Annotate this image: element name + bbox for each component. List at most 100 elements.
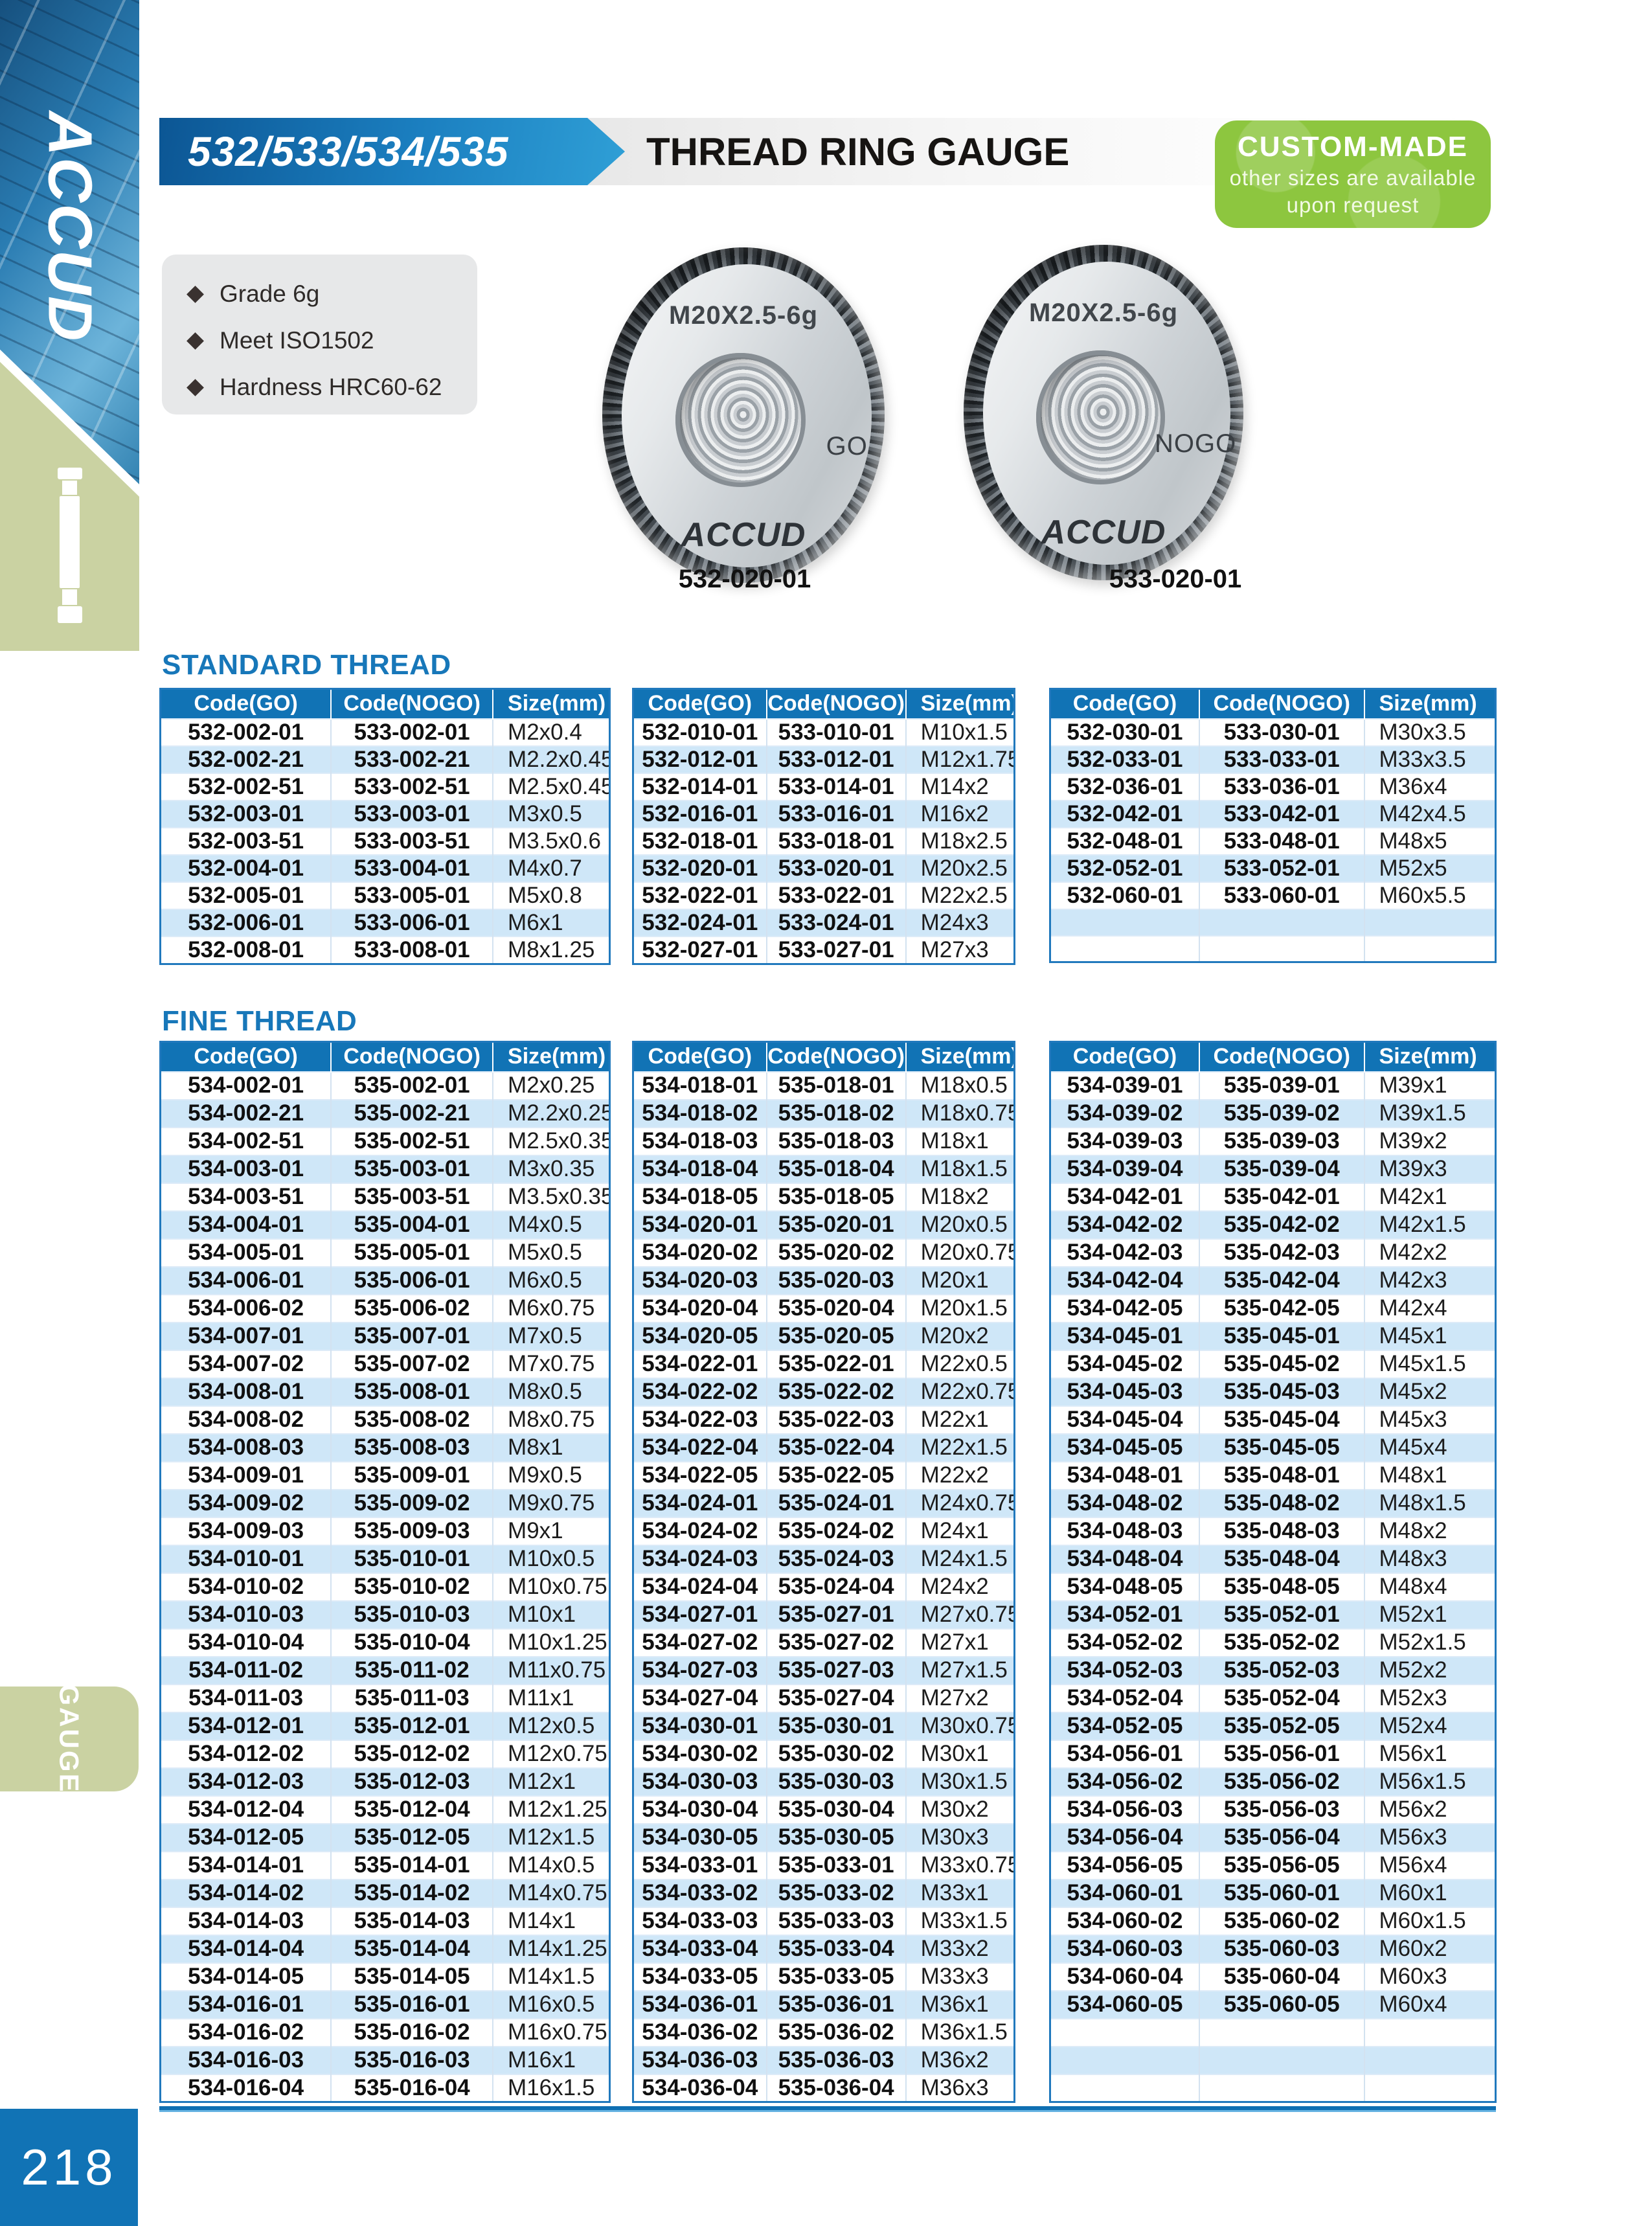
table-row: 532-052-01 533-052-01 M52x5	[1050, 854, 1496, 882]
table-row: 534-045-01 535-045-01 M45x1	[1050, 1321, 1496, 1350]
table-cell: 534-042-04	[1050, 1266, 1199, 1295]
table-row	[1050, 2073, 1496, 2102]
table-row: 532-003-01 533-003-01 M3x0.5	[160, 799, 610, 828]
table-cell: 533-052-01	[1198, 854, 1364, 882]
table-cell: 534-048-03	[1050, 1516, 1199, 1545]
table-cell: 534-014-04	[160, 1934, 332, 1963]
table-row: 534-020-01 535-020-01 M20x0.5	[633, 1210, 1015, 1239]
table-cell: M24x1.5	[905, 1544, 1015, 1573]
table-cell: 535-020-01	[765, 1210, 906, 1239]
threaded-bore	[675, 353, 806, 488]
table-cell: 534-020-01	[633, 1210, 767, 1239]
table-cell: 535-009-01	[330, 1460, 493, 1490]
table-cell: 535-042-05	[1198, 1293, 1364, 1323]
table-row: 534-002-21 535-002-21 M2.2x0.25	[160, 1098, 610, 1128]
table-cell: 535-022-01	[765, 1349, 906, 1378]
fine-thread-table-3: Code(GO) Code(NOGO) Size(mm) 534-039-01 535-…	[1049, 1041, 1497, 2103]
diamond-bullet-icon	[187, 332, 204, 350]
table-cell: M45x2	[1363, 1377, 1496, 1406]
table-cell: 535-002-01	[330, 1071, 493, 1100]
table-cell: 535-056-04	[1198, 1823, 1364, 1852]
table-cell: 535-020-03	[765, 1266, 906, 1295]
table-row: 534-022-04 535-022-04 M22x1.5	[633, 1433, 1015, 1462]
table-cell: M6x1	[492, 908, 610, 937]
table-cell: M10x0.75	[492, 1572, 610, 1601]
column-header: Code(GO)	[160, 688, 332, 719]
table-cell: 535-011-02	[330, 1655, 493, 1685]
table-row: 532-018-01 533-018-01 M18x2.5	[633, 826, 1015, 855]
table-cell: M18x0.75	[905, 1098, 1015, 1128]
table-cell: M36x1	[905, 1990, 1015, 2019]
table-row: 534-042-02 535-042-02 M42x1.5	[1050, 1210, 1496, 1239]
table-cell: M12x0.5	[492, 1711, 610, 1740]
table-row: 532-005-01 533-005-01 M5x0.8	[160, 881, 610, 909]
table-cell: 534-010-04	[160, 1628, 332, 1657]
table-cell: 534-010-01	[160, 1544, 332, 1573]
table-cell: M52x1.5	[1363, 1628, 1496, 1657]
table-cell: 535-045-05	[1198, 1433, 1364, 1462]
table-cell: 535-042-04	[1198, 1266, 1364, 1295]
table-cell: 535-024-04	[765, 1572, 906, 1601]
table-cell: M42x4	[1363, 1293, 1496, 1323]
threaded-bore	[1036, 350, 1166, 485]
table-cell: M10x1.5	[905, 718, 1015, 746]
table-cell: M33x2	[905, 1934, 1015, 1963]
table-cell: 533-036-01	[1198, 772, 1364, 801]
table-cell: 533-022-01	[765, 881, 906, 909]
table-cell: M14x2	[905, 772, 1015, 801]
side-tab-label: GAUGE	[54, 1684, 85, 1794]
table-cell: 535-012-03	[330, 1767, 493, 1796]
table-cell: 534-016-01	[160, 1990, 332, 2019]
table-cell: 534-004-01	[160, 1210, 332, 1239]
table-cell	[1363, 2073, 1496, 2102]
table-cell	[1363, 908, 1496, 936]
table-cell: M2x0.25	[492, 1071, 610, 1100]
table-cell: 535-060-04	[1198, 1962, 1364, 1991]
table-cell: 534-012-03	[160, 1767, 332, 1796]
table-cell: M48x2	[1363, 1516, 1496, 1545]
table-row: 534-018-02 535-018-02 M18x0.75	[633, 1098, 1015, 1128]
table-cell: M24x0.75	[905, 1488, 1015, 1517]
table-cell: 535-030-04	[765, 1795, 906, 1824]
table-cell: M9x1	[492, 1516, 610, 1545]
table-cell: 534-052-04	[1050, 1683, 1199, 1712]
table-cell: 535-045-04	[1198, 1405, 1364, 1434]
table-cell: 534-024-04	[633, 1572, 767, 1601]
table-row: 534-048-02 535-048-02 M48x1.5	[1050, 1488, 1496, 1517]
table-cell: 535-024-01	[765, 1488, 906, 1517]
table-cell: 535-004-01	[330, 1210, 493, 1239]
table-cell: M2.5x0.45	[492, 772, 610, 801]
table-cell: M27x1	[905, 1628, 1015, 1657]
table-cell: M14x1	[492, 1906, 610, 1935]
table-cell: 535-048-04	[1198, 1544, 1364, 1573]
table-row: 534-052-04 535-052-04 M52x3	[1050, 1683, 1496, 1712]
table-row: 534-008-03 535-008-03 M8x1	[160, 1433, 610, 1462]
table-cell: M8x0.5	[492, 1377, 610, 1406]
table-cell: 535-009-02	[330, 1488, 493, 1517]
table-cell: 535-056-03	[1198, 1795, 1364, 1824]
table-cell: 534-020-02	[633, 1238, 767, 1267]
table-cell: M16x2	[905, 799, 1015, 828]
table-row: 534-002-01 535-002-01 M2x0.25	[160, 1071, 610, 1100]
table-row: 532-010-01 533-010-01 M10x1.5	[633, 718, 1015, 746]
table-cell	[1050, 935, 1199, 962]
table-cell: 533-060-01	[1198, 881, 1364, 909]
table-cell: 535-056-01	[1198, 1739, 1364, 1768]
table-row: 534-048-04 535-048-04 M48x3	[1050, 1544, 1496, 1573]
table-cell: 534-027-01	[633, 1600, 767, 1629]
table-cell: 534-016-02	[160, 2017, 332, 2047]
table-cell: 535-042-02	[1198, 1210, 1364, 1239]
table-row: 534-008-01 535-008-01 M8x0.5	[160, 1377, 610, 1406]
table-cell: 535-014-04	[330, 1934, 493, 1963]
table-cell	[1198, 908, 1364, 936]
table-cell: 535-005-01	[330, 1238, 493, 1267]
table-row: 534-045-05 535-045-05 M45x4	[1050, 1433, 1496, 1462]
table-cell: 535-048-01	[1198, 1460, 1364, 1490]
custom-made-badge: CUSTOM-MADE other sizes are available up…	[1215, 120, 1491, 228]
nogo-ring-gauge-photo: M20X2.5-6g NOGO ACCUD	[964, 245, 1243, 580]
table-cell: M30x1	[905, 1739, 1015, 1768]
standard-thread-table-2: Code(GO) Code(NOGO) Size(mm) 532-010-01 533-…	[632, 688, 1015, 965]
table-cell: 534-022-02	[633, 1377, 767, 1406]
table-cell: 533-027-01	[765, 935, 906, 964]
table-row: 534-042-05 535-042-05 M42x4	[1050, 1293, 1496, 1323]
